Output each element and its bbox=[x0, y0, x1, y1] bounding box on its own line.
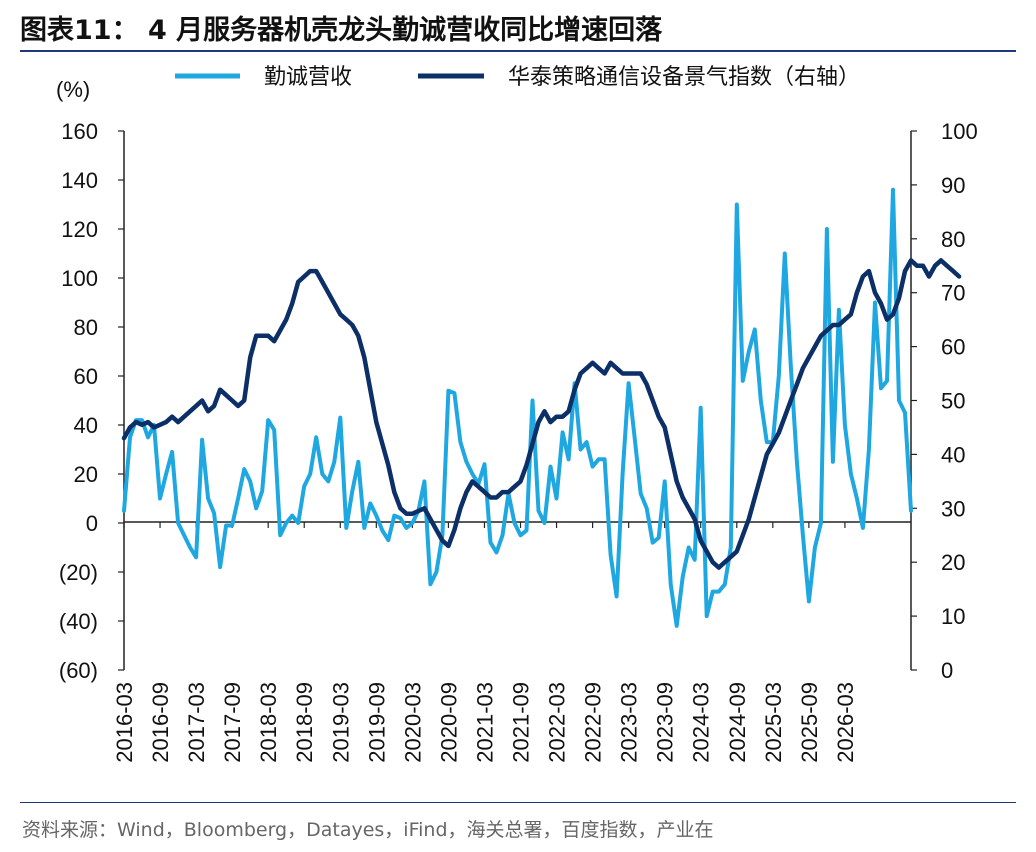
left-tick-label: 100 bbox=[61, 266, 98, 291]
left-tick-label: (40) bbox=[59, 609, 98, 634]
left-tick-label: 60 bbox=[74, 364, 98, 389]
right-tick-label: 10 bbox=[941, 604, 965, 629]
x-tick-label: 2024-03 bbox=[689, 682, 714, 763]
left-tick-label: 80 bbox=[74, 315, 98, 340]
right-tick-label: 30 bbox=[941, 496, 965, 521]
x-tick-label: 2025-03 bbox=[761, 682, 786, 763]
right-tick-label: 40 bbox=[941, 442, 965, 467]
right-tick-label: 70 bbox=[941, 281, 965, 306]
left-tick-label: 160 bbox=[61, 119, 98, 144]
legend: 勤诚营收 华泰策略通信设备景气指数（右轴） bbox=[175, 64, 860, 89]
x-tick-label: 2020-09 bbox=[436, 682, 461, 763]
x-tick-label: 2022-03 bbox=[545, 682, 570, 763]
x-tick-label: 2026-03 bbox=[833, 682, 858, 763]
right-tick-label: 50 bbox=[941, 389, 965, 414]
right-tick-label: 0 bbox=[941, 658, 953, 683]
right-tick-label: 60 bbox=[941, 335, 965, 360]
x-tick-label: 2023-09 bbox=[653, 682, 678, 763]
left-tick-label: (60) bbox=[59, 658, 98, 683]
right-tick-label: 20 bbox=[941, 550, 965, 575]
source-note: 资料来源：Wind，Bloomberg，Datayes，iFind，海关总署，百… bbox=[22, 819, 714, 841]
series-line-revenue bbox=[122, 187, 913, 628]
x-tick-label: 2025-09 bbox=[797, 682, 822, 763]
x-tick-label: 2021-03 bbox=[472, 682, 497, 763]
left-tick-label: (20) bbox=[59, 560, 98, 585]
x-tick-label: 2017-03 bbox=[184, 682, 209, 763]
title-rule bbox=[20, 50, 1016, 52]
legend-label-revenue: 勤诚营收 bbox=[264, 64, 352, 89]
x-tick-label: 2021-09 bbox=[509, 682, 534, 763]
left-tick-label: 140 bbox=[61, 168, 98, 193]
x-tick-label: 2016-09 bbox=[148, 682, 173, 763]
x-tick-label: 2020-03 bbox=[400, 682, 425, 763]
x-tick-label: 2019-09 bbox=[364, 682, 389, 763]
x-tick-label: 2016-03 bbox=[112, 682, 137, 763]
x-tick-label: 2022-09 bbox=[581, 682, 606, 763]
x-tick-label: 2019-03 bbox=[328, 682, 353, 763]
plot-area bbox=[121, 187, 962, 628]
source-rule bbox=[20, 802, 1016, 803]
x-tick-label: 2018-03 bbox=[256, 682, 281, 763]
axes: 160140120100806040200(20)(40)(60)1009080… bbox=[59, 119, 978, 763]
left-tick-label: 0 bbox=[86, 511, 98, 536]
left-tick-label: 20 bbox=[74, 462, 98, 487]
left-tick-label: 40 bbox=[74, 413, 98, 438]
right-tick-label: 80 bbox=[941, 227, 965, 252]
x-tick-label: 2018-09 bbox=[292, 682, 317, 763]
right-tick-label: 100 bbox=[941, 119, 978, 144]
x-tick-label: 2023-03 bbox=[617, 682, 642, 763]
left-axis-unit: (%) bbox=[56, 77, 90, 102]
series-line-index bbox=[121, 258, 962, 570]
left-tick-label: 120 bbox=[61, 217, 98, 242]
right-tick-label: 90 bbox=[941, 173, 965, 198]
x-tick-label: 2024-09 bbox=[725, 682, 750, 763]
legend-label-index: 华泰策略通信设备景气指数（右轴） bbox=[508, 64, 860, 89]
x-tick-label: 2017-09 bbox=[220, 682, 245, 763]
chart-title: 图表11： 4 月服务器机壳龙头勤诚营收同比增速回落 bbox=[20, 15, 663, 46]
